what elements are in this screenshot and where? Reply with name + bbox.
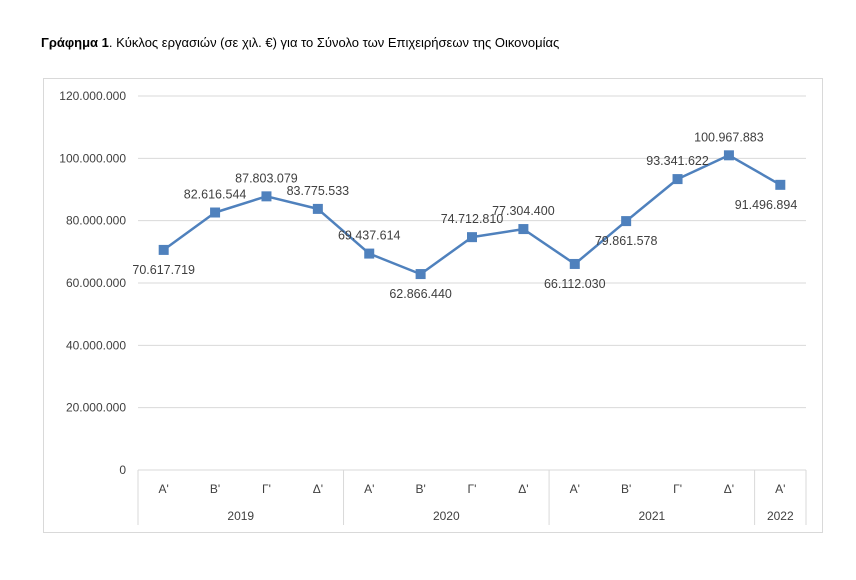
y-tick-label: 100.000.000 xyxy=(59,151,126,165)
data-label: 82.616.544 xyxy=(184,188,247,202)
chart-title-text: . Κύκλος εργασιών (σε χιλ. €) για το Σύν… xyxy=(108,35,560,50)
y-tick-label: 120.000.000 xyxy=(59,89,126,103)
x-tick-label: Α' xyxy=(159,482,169,496)
data-label: 77.304.400 xyxy=(492,204,555,218)
data-label: 83.775.533 xyxy=(287,184,350,198)
data-point xyxy=(569,258,580,269)
x-group-label: 2022 xyxy=(767,509,794,523)
data-point xyxy=(210,207,221,218)
data-point xyxy=(415,269,426,280)
data-point xyxy=(364,248,375,259)
y-tick-label: 60.000.000 xyxy=(66,276,126,290)
data-point xyxy=(621,216,632,227)
x-tick-label: Γ' xyxy=(468,482,477,496)
data-point xyxy=(158,244,169,255)
x-tick-label: Α' xyxy=(570,482,580,496)
y-tick-label: 0 xyxy=(119,463,126,477)
data-label: 91.496.894 xyxy=(735,198,798,212)
data-label: 100.967.883 xyxy=(694,130,764,144)
chart-title: Γράφημα 1. Κύκλος εργασιών (σε χιλ. €) γ… xyxy=(41,35,559,50)
data-point xyxy=(261,191,272,202)
x-tick-label: Β' xyxy=(210,482,220,496)
data-point xyxy=(312,203,323,214)
data-label: 69.437.614 xyxy=(338,229,401,243)
x-tick-label: Γ' xyxy=(262,482,271,496)
x-tick-label: Δ' xyxy=(518,482,528,496)
x-tick-label: Δ' xyxy=(313,482,323,496)
x-group-label: 2021 xyxy=(638,509,665,523)
y-tick-label: 40.000.000 xyxy=(66,338,126,352)
data-label: 87.803.079 xyxy=(235,171,298,185)
x-group-label: 2019 xyxy=(227,509,254,523)
x-tick-label: Β' xyxy=(415,482,425,496)
data-label: 93.341.622 xyxy=(646,154,709,168)
x-tick-label: Α' xyxy=(775,482,785,496)
y-tick-label: 20.000.000 xyxy=(66,401,126,415)
data-point xyxy=(723,150,734,161)
data-label: 66.112.030 xyxy=(544,277,606,291)
y-tick-label: 80.000.000 xyxy=(66,214,126,228)
x-tick-label: Α' xyxy=(364,482,374,496)
data-point xyxy=(672,174,683,185)
data-point xyxy=(775,179,786,190)
data-label: 79.861.578 xyxy=(595,234,658,248)
x-tick-label: Γ' xyxy=(673,482,682,496)
chart-frame xyxy=(43,78,823,533)
data-label: 70.617.719 xyxy=(132,263,195,277)
data-point xyxy=(518,224,529,235)
data-label: 62.866.440 xyxy=(389,287,452,301)
x-group-label: 2020 xyxy=(433,509,460,523)
chart-title-bold: Γράφημα 1 xyxy=(41,35,109,50)
data-label: 74.712.810 xyxy=(441,212,504,226)
x-tick-label: Δ' xyxy=(724,482,734,496)
x-tick-label: Β' xyxy=(621,482,631,496)
data-point xyxy=(467,232,477,243)
